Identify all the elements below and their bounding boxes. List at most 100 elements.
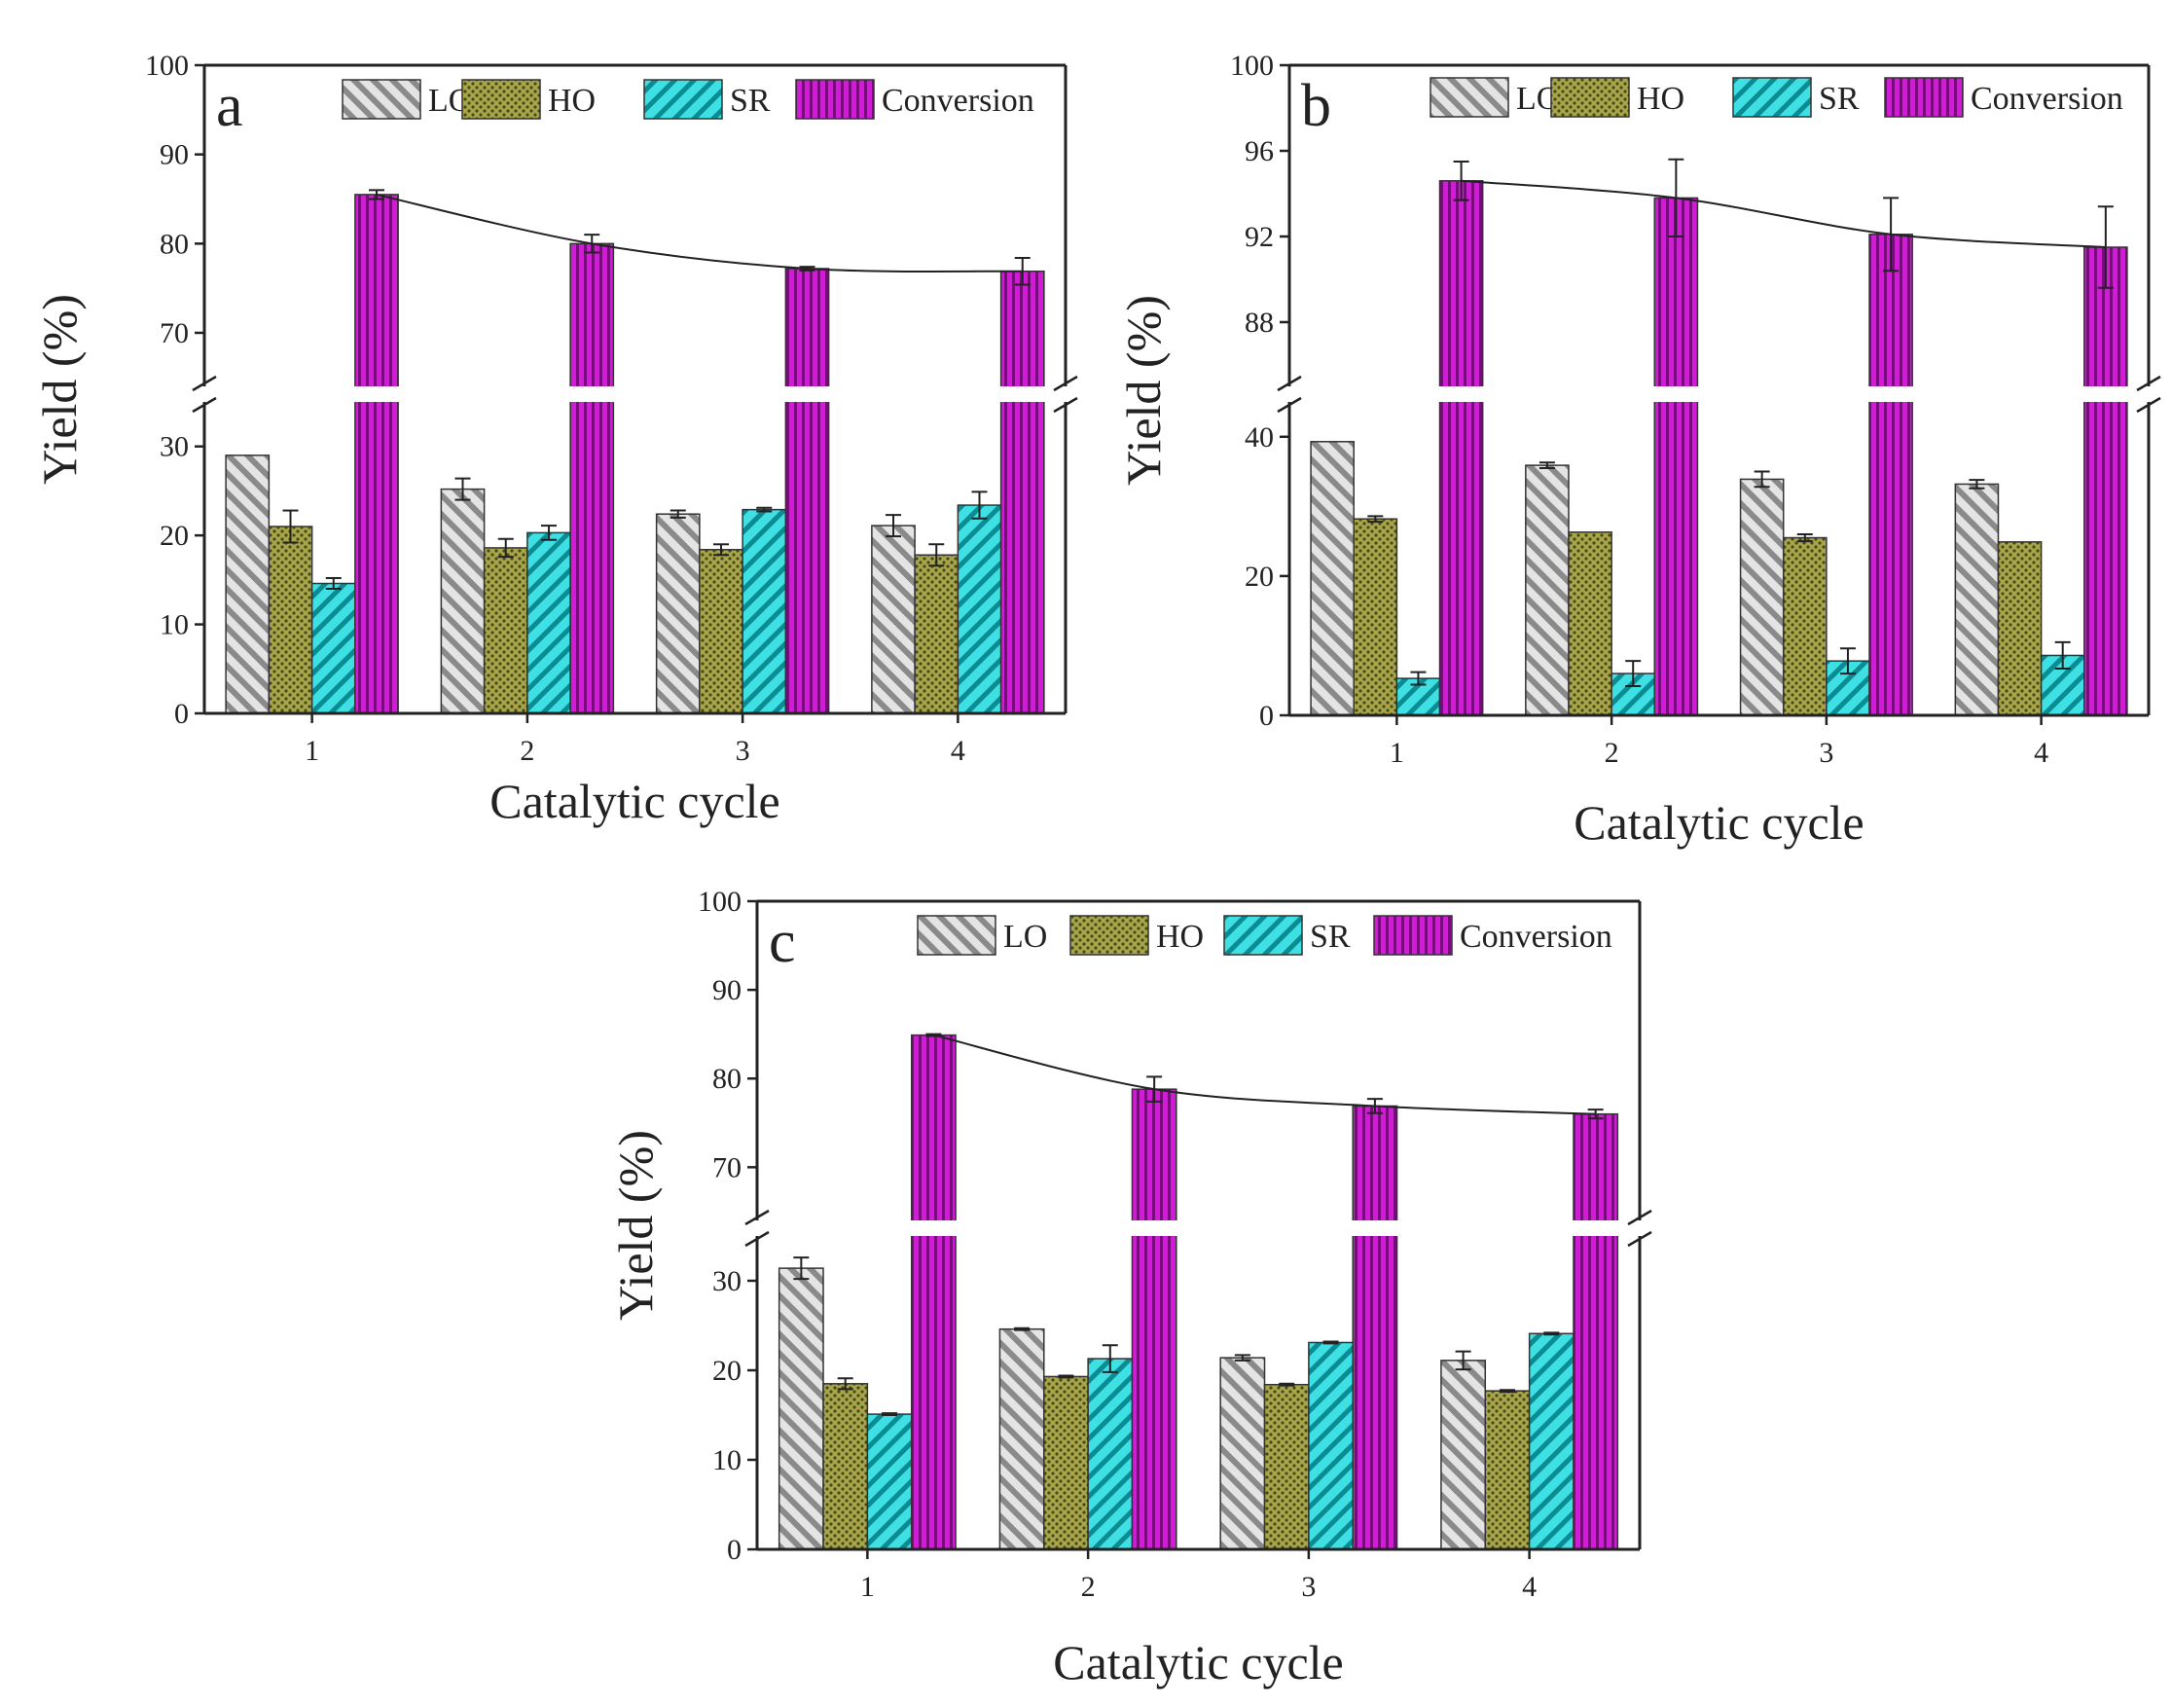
legend-swatch-c-lo	[917, 915, 996, 956]
errorbar-c-ho-1	[837, 1377, 853, 1391]
ytick-label-c-20: 20	[712, 1355, 742, 1387]
bar-break-b-conversion-3	[1868, 386, 1914, 402]
errorbar-a-conversion-1	[369, 189, 384, 200]
legend-c: LO HO SR Conversion	[917, 915, 1612, 956]
bar-a-sr-3	[742, 508, 787, 714]
bar-c-conversion-1	[910, 1034, 957, 1550]
xtick-label-a-3: 3	[736, 735, 750, 767]
errorbar-b-sr-2	[1625, 660, 1642, 687]
ytick-label-a-90: 90	[160, 139, 189, 171]
legend-b: LO HO SR Conversion	[1430, 77, 2123, 118]
bar-b-lo-4	[1954, 483, 2000, 716]
x-axis-title-b: Catalytic cycle	[1574, 795, 1864, 850]
bar-a-lo-1	[225, 454, 271, 714]
bar-break-a-conversion-1	[353, 386, 400, 402]
errorbar-b-sr-3	[1839, 647, 1856, 675]
ytick-label-a-80: 80	[160, 228, 189, 260]
bar-b-ho-4	[1997, 541, 2043, 716]
legend-swatch-b-ho	[1550, 77, 1630, 118]
legend-swatch-b-conversion	[1884, 77, 1964, 118]
ytick-label-b-40: 40	[1245, 421, 1274, 454]
legend-a: LO HO SR Conversion	[342, 79, 1034, 120]
bar-b-ho-2	[1568, 531, 1612, 716]
panel-letter-a: a	[216, 73, 243, 139]
bar-c-sr-4	[1528, 1332, 1575, 1550]
errorbar-c-ho-4	[1499, 1389, 1515, 1394]
ytick-label-c-10: 10	[712, 1444, 742, 1476]
axis-break-mark-a-left	[192, 375, 217, 414]
break-slash-upper	[192, 375, 217, 392]
errorbar-a-lo-4	[886, 514, 901, 538]
errorbar-b-lo-3	[1754, 470, 1770, 489]
ytick-label-c-30: 30	[712, 1265, 742, 1297]
legend-label-a-ho: HO	[548, 83, 596, 119]
x-axis-title-a: Catalytic cycle	[489, 774, 779, 828]
errorbar-b-ho-1	[1367, 515, 1384, 524]
errorbar-a-sr-4	[971, 491, 988, 520]
axes-frame-b	[1287, 63, 2151, 717]
errorbar-a-sr-2	[541, 525, 557, 541]
xtick-label-b-1: 1	[1390, 737, 1404, 769]
legend-label-c-conversion: Conversion	[1460, 919, 1612, 955]
legend-swatch-c-conversion	[1373, 915, 1453, 956]
bar-break-b-conversion-4	[2082, 386, 2128, 402]
legend-label-a-sr: SR	[730, 83, 771, 119]
errorbar-a-lo-3	[670, 509, 686, 519]
bar-a-conversion-1	[354, 194, 399, 714]
trend-line-c	[933, 1034, 1596, 1115]
axis-break-mark-a-right	[1053, 375, 1078, 414]
bar-a-conversion-3	[784, 268, 830, 714]
errorbar-c-sr-3	[1322, 1340, 1339, 1345]
bar-c-conversion-2	[1131, 1088, 1177, 1550]
break-slash-lower	[2136, 396, 2161, 414]
legend-swatch-a-sr	[643, 79, 723, 120]
bar-b-conversion-2	[1653, 197, 1699, 716]
errorbar-b-sr-4	[2054, 640, 2071, 671]
bar-c-sr-3	[1308, 1341, 1354, 1550]
errorbar-c-sr-2	[1102, 1344, 1118, 1373]
break-slash-lower	[1277, 396, 1302, 414]
bar-c-conversion-3	[1352, 1105, 1398, 1550]
break-slash-upper	[1053, 375, 1078, 392]
chart-panel-c: 0 10 20 30 70 80 90 100 1 2 3 4 Catalytic cycle Yield…	[608, 886, 1652, 1690]
xtick-label-b-3: 3	[1819, 737, 1833, 769]
legend-label-b-sr: SR	[1819, 81, 1860, 117]
panel-letter-c: c	[769, 909, 796, 975]
legend-label-c-lo: LO	[1003, 919, 1047, 955]
break-slash-upper	[1627, 1209, 1652, 1226]
errorbar-c-lo-2	[1014, 1326, 1031, 1331]
errorbar-a-ho-4	[928, 543, 945, 567]
bar-a-ho-1	[268, 526, 313, 714]
axes-frame-a	[202, 63, 1068, 715]
errorbar-b-ho-3	[1796, 532, 1813, 543]
legend-swatch-a-conversion	[795, 79, 875, 120]
bar-b-lo-1	[1310, 441, 1355, 716]
bar-break-c-conversion-4	[1572, 1220, 1619, 1236]
bar-break-a-conversion-3	[784, 386, 830, 402]
ytick-label-b-96: 96	[1245, 135, 1274, 167]
bar-break-c-conversion-1	[910, 1220, 958, 1236]
y-axis-title-b: Yield (%)	[1116, 295, 1171, 486]
errorbar-b-lo-4	[1969, 479, 1985, 490]
errorbar-c-lo-4	[1455, 1350, 1471, 1371]
ytick-label-b-100: 100	[1230, 50, 1274, 82]
panel-letter-b: b	[1301, 73, 1331, 139]
bar-a-lo-3	[655, 513, 701, 714]
ytick-label-a-100: 100	[145, 50, 189, 82]
errorbar-c-sr-4	[1543, 1331, 1560, 1336]
ytick-label-c-90: 90	[712, 974, 742, 1006]
bar-c-lo-4	[1440, 1360, 1487, 1550]
errorbar-c-ho-3	[1279, 1382, 1295, 1387]
errorbar-c-sr-1	[882, 1412, 898, 1416]
break-slash-upper	[1277, 375, 1302, 392]
bar-c-lo-3	[1219, 1357, 1266, 1550]
axis-break-mark-b-right	[2136, 375, 2161, 414]
bar-break-a-conversion-2	[569, 386, 615, 402]
bar-c-ho-3	[1263, 1383, 1310, 1550]
errorbar-a-sr-1	[325, 577, 342, 590]
errorbar-a-lo-2	[454, 477, 471, 501]
ytick-label-c-80: 80	[712, 1063, 742, 1095]
ytick-label-c-0: 0	[727, 1534, 742, 1566]
break-slash-lower	[744, 1230, 770, 1248]
axis-break-mark-b-left	[1277, 375, 1302, 414]
